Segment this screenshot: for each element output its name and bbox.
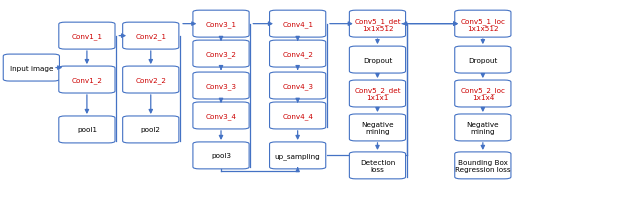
- Text: Conv3_3: Conv3_3: [205, 83, 237, 89]
- FancyBboxPatch shape: [349, 114, 406, 141]
- Text: Negative
mining: Negative mining: [361, 121, 394, 134]
- FancyBboxPatch shape: [193, 142, 249, 169]
- Text: Bounding Box
Regression loss: Bounding Box Regression loss: [455, 159, 511, 172]
- FancyBboxPatch shape: [269, 102, 326, 129]
- FancyBboxPatch shape: [193, 73, 249, 100]
- FancyBboxPatch shape: [349, 47, 406, 74]
- FancyBboxPatch shape: [123, 23, 179, 50]
- FancyBboxPatch shape: [123, 67, 179, 94]
- Text: Dropout: Dropout: [363, 57, 392, 63]
- FancyBboxPatch shape: [193, 11, 249, 38]
- Text: Conv1_1: Conv1_1: [72, 33, 102, 40]
- Text: Conv1_2: Conv1_2: [72, 77, 102, 83]
- FancyBboxPatch shape: [269, 142, 326, 169]
- Text: Negative
mining: Negative mining: [467, 121, 499, 134]
- FancyBboxPatch shape: [269, 41, 326, 68]
- Text: Conv3_4: Conv3_4: [205, 113, 237, 119]
- Text: up_sampling: up_sampling: [275, 152, 321, 159]
- FancyBboxPatch shape: [455, 11, 511, 38]
- FancyBboxPatch shape: [123, 116, 179, 143]
- Text: Conv4_2: Conv4_2: [282, 51, 313, 58]
- FancyBboxPatch shape: [3, 55, 60, 82]
- Text: pool2: pool2: [141, 127, 161, 133]
- Text: Conv5_1_det
1x1x512: Conv5_1_det 1x1x512: [354, 18, 401, 31]
- FancyBboxPatch shape: [455, 152, 511, 179]
- FancyBboxPatch shape: [349, 152, 406, 179]
- Text: Conv3_2: Conv3_2: [205, 51, 237, 58]
- Text: Conv2_2: Conv2_2: [135, 77, 166, 83]
- Text: Conv4_3: Conv4_3: [282, 83, 313, 89]
- FancyBboxPatch shape: [59, 23, 115, 50]
- FancyBboxPatch shape: [455, 114, 511, 141]
- FancyBboxPatch shape: [193, 102, 249, 129]
- FancyBboxPatch shape: [349, 11, 406, 38]
- Text: Conv5_2_loc
1x1x4: Conv5_2_loc 1x1x4: [460, 87, 506, 101]
- Text: Detection
loss: Detection loss: [360, 159, 395, 172]
- FancyBboxPatch shape: [455, 81, 511, 107]
- FancyBboxPatch shape: [269, 11, 326, 38]
- FancyBboxPatch shape: [59, 116, 115, 143]
- Text: pool1: pool1: [77, 127, 97, 133]
- Text: pool3: pool3: [211, 153, 231, 159]
- Text: Conv5_2_det
1x1x1: Conv5_2_det 1x1x1: [354, 87, 401, 101]
- Text: Conv4_4: Conv4_4: [282, 113, 313, 119]
- FancyBboxPatch shape: [269, 73, 326, 100]
- Text: Conv5_1_loc
1x1x512: Conv5_1_loc 1x1x512: [460, 18, 506, 31]
- Text: Dropout: Dropout: [468, 57, 497, 63]
- FancyBboxPatch shape: [349, 81, 406, 107]
- FancyBboxPatch shape: [59, 67, 115, 94]
- Text: Conv3_1: Conv3_1: [205, 21, 237, 28]
- FancyBboxPatch shape: [455, 47, 511, 74]
- Text: Conv4_1: Conv4_1: [282, 21, 313, 28]
- FancyBboxPatch shape: [193, 41, 249, 68]
- Text: Input image: Input image: [10, 65, 53, 71]
- Text: Conv2_1: Conv2_1: [135, 33, 166, 40]
